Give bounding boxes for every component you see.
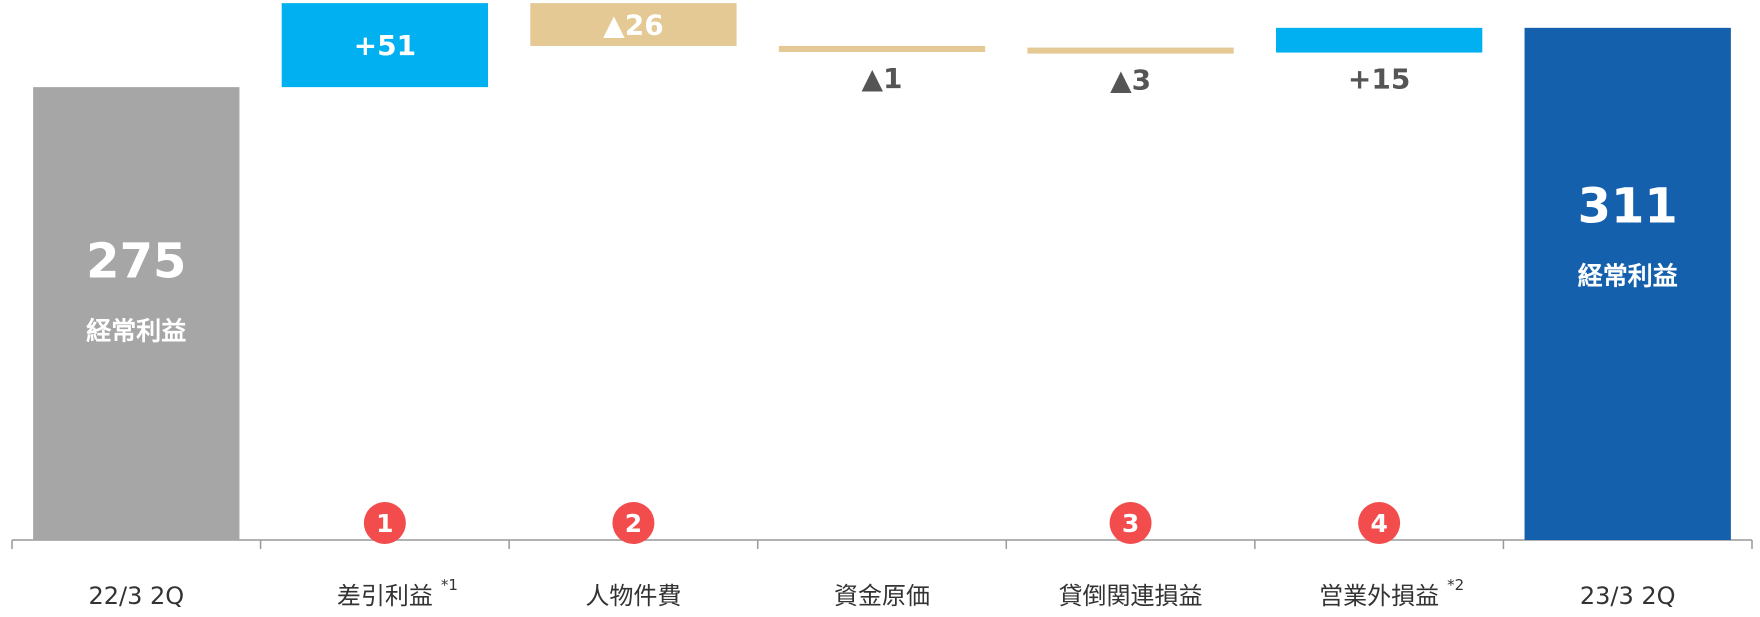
delta-value-label: ▲3 [1110,64,1151,97]
total-sub-label: 経常利益 [1578,261,1678,290]
category-label: 貸倒関連損益 [1059,582,1203,610]
marker-circle [1358,502,1401,544]
category-label: 営業外損益 [1319,582,1439,610]
marker-number: 2 [625,509,642,538]
delta-value-label: +51 [354,29,416,62]
total-value-label: 311 [1578,178,1678,234]
total-sub-label: 経常利益 [86,316,186,345]
marker-circle [1109,502,1152,544]
marker-number: 1 [376,509,393,538]
delta-value-label: ▲26 [603,9,664,42]
category-label: 23/3 2Q [1580,582,1676,610]
marker-circle [612,502,655,544]
bar-1 [33,87,240,541]
delta-value-label: +15 [1348,63,1410,96]
marker-circle [363,502,406,544]
marker-number: 3 [1122,509,1139,538]
bar-4 [778,45,986,52]
bar-6 [1275,27,1483,53]
total-value-label: 275 [86,233,186,289]
bar-7 [1524,27,1731,540]
category-label: 人物件費 [585,582,681,610]
category-label: 資金原価 [834,582,930,610]
category-label: 22/3 2Q [88,582,184,610]
bar-3 [530,3,737,46]
marker-number: 4 [1370,509,1387,538]
bar-2 [281,3,489,88]
category-footnote: *2 [1447,576,1464,594]
bar-5 [1027,47,1234,54]
category-footnote: *1 [441,576,458,594]
category-label: 差引利益 [337,582,433,610]
delta-value-label: ▲1 [861,62,902,95]
